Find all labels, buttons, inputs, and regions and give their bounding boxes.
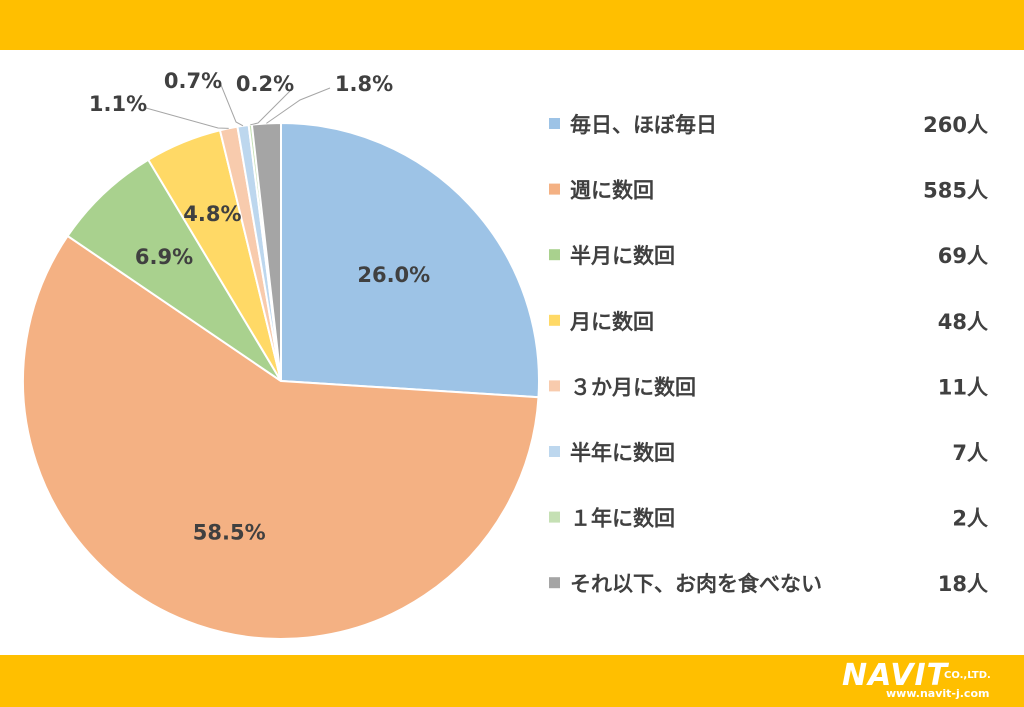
- legend-label-4: ３か月に数回: [570, 375, 696, 399]
- legend-count-3: 48人: [938, 310, 988, 334]
- leader-line-6: [250, 87, 294, 126]
- legend-swatch-0: [549, 118, 560, 129]
- legend-swatch-6: [549, 511, 560, 523]
- legend-count-0: 260人: [923, 113, 988, 137]
- legend-label-0: 毎日、ほぼ毎日: [570, 113, 717, 137]
- legend-swatch-7: [549, 577, 560, 589]
- legend-label-3: 月に数回: [569, 310, 654, 334]
- legend-swatch-3: [549, 314, 560, 326]
- legend-label-2: 半月に数回: [570, 244, 675, 268]
- legend-swatch-4: [549, 380, 560, 392]
- top-band: [0, 0, 1024, 50]
- legend-swatch-1: [549, 183, 560, 195]
- leader-line-4: [145, 107, 229, 129]
- legend-count-6: 2人: [952, 507, 988, 531]
- legend-count-1: 585人: [923, 179, 988, 203]
- percent-label-1: 58.5%: [193, 520, 266, 544]
- logo-name: NAVIT: [842, 658, 949, 693]
- legend-count-5: 7人: [952, 441, 988, 465]
- pie-slice-1: [22, 234, 540, 640]
- legend-label-1: 週に数回: [570, 179, 654, 203]
- legend-label-5: 半年に数回: [570, 441, 675, 465]
- legend-label-6: １年に数回: [570, 507, 675, 531]
- legend-count-4: 11人: [938, 375, 988, 399]
- leader-line-7: [266, 87, 331, 124]
- legend-label-7: それ以下、お肉を食べない: [570, 572, 822, 596]
- percent-label-6: 0.2%: [236, 72, 294, 96]
- pie-slice-2: [66, 158, 282, 382]
- legend-count-7: 18人: [938, 572, 988, 596]
- navit-logo: NAVIT CO.,LTD. www.navit-j.com: [842, 660, 1018, 702]
- percent-label-7: 1.8%: [335, 72, 393, 96]
- logo-url: www.navit-j.com: [886, 687, 990, 700]
- pie-slice-0: [280, 121, 540, 399]
- legend-swatch-5: [549, 446, 560, 457]
- percent-label-0: 26.0%: [357, 263, 430, 287]
- percent-label-3: 4.8%: [183, 202, 241, 226]
- legend-swatch-2: [549, 249, 560, 261]
- logo-suffix: CO.,LTD.: [944, 670, 991, 681]
- legend-count-2: 69人: [938, 244, 988, 268]
- percent-label-2: 6.9%: [135, 245, 193, 269]
- percent-label-4: 1.1%: [89, 92, 147, 116]
- bottom-band: [0, 655, 1024, 707]
- leader-line-5: [220, 84, 244, 127]
- percent-label-5: 0.7%: [164, 69, 222, 93]
